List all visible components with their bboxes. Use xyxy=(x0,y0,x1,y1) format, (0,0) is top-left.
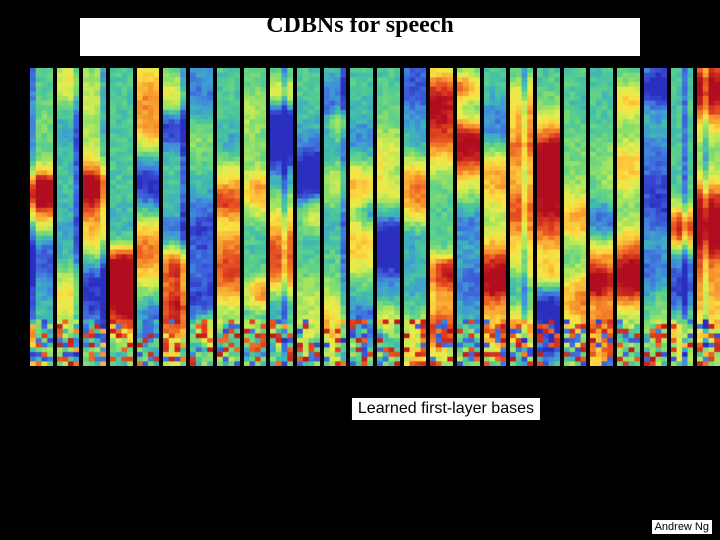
spectrogram-canvas xyxy=(217,68,240,366)
spectrogram-column xyxy=(110,68,133,366)
spectrogram-column xyxy=(244,68,267,366)
spectrogram-canvas xyxy=(404,68,427,366)
spectrogram-canvas xyxy=(190,68,213,366)
spectrogram-canvas xyxy=(510,68,533,366)
spectrogram-canvas xyxy=(430,68,453,366)
spectrogram-column xyxy=(697,68,720,366)
spectrogram-column xyxy=(217,68,240,366)
spectrogram-grid xyxy=(30,68,720,366)
attribution-label: Andrew Ng xyxy=(652,520,712,534)
spectrogram-column xyxy=(297,68,320,366)
spectrogram-canvas xyxy=(244,68,267,366)
spectrogram-canvas xyxy=(671,68,694,366)
spectrogram-canvas xyxy=(297,68,320,366)
spectrogram-canvas xyxy=(590,68,613,366)
spectrogram-canvas xyxy=(30,68,53,366)
spectrogram-column xyxy=(137,68,160,366)
spectrogram-column xyxy=(590,68,613,366)
spectrogram-column xyxy=(324,68,347,366)
spectrogram-canvas xyxy=(457,68,480,366)
spectrogram-column xyxy=(617,68,640,366)
spectrogram-column xyxy=(83,68,106,366)
spectrogram-canvas xyxy=(537,68,560,366)
spectrogram-column xyxy=(671,68,694,366)
spectrogram-column xyxy=(457,68,480,366)
spectrogram-column xyxy=(57,68,80,366)
spectrogram-canvas xyxy=(83,68,106,366)
spectrogram-column xyxy=(404,68,427,366)
spectrogram-column xyxy=(484,68,507,366)
spectrogram-column xyxy=(270,68,293,366)
spectrogram-canvas xyxy=(324,68,347,366)
spectrogram-canvas xyxy=(270,68,293,366)
spectrogram-column xyxy=(537,68,560,366)
spectrogram-canvas xyxy=(110,68,133,366)
spectrogram-canvas xyxy=(644,68,667,366)
slide-root: CDBNs for speech Learned first-layer bas… xyxy=(0,0,720,540)
spectrogram-canvas xyxy=(697,68,720,366)
slide-title: CDBNs for speech xyxy=(266,18,454,38)
title-bar: CDBNs for speech xyxy=(80,18,640,56)
spectrogram-canvas xyxy=(57,68,80,366)
spectrogram-canvas xyxy=(163,68,186,366)
spectrogram-canvas xyxy=(617,68,640,366)
spectrogram-column xyxy=(30,68,53,366)
spectrogram-canvas xyxy=(137,68,160,366)
spectrogram-canvas xyxy=(484,68,507,366)
spectrogram-column xyxy=(564,68,587,366)
spectrogram-column xyxy=(350,68,373,366)
caption-label: Learned first-layer bases xyxy=(352,398,540,420)
spectrogram-canvas xyxy=(377,68,400,366)
spectrogram-column xyxy=(430,68,453,366)
spectrogram-column xyxy=(190,68,213,366)
spectrogram-canvas xyxy=(564,68,587,366)
spectrogram-column xyxy=(510,68,533,366)
spectrogram-column xyxy=(163,68,186,366)
spectrogram-canvas xyxy=(350,68,373,366)
spectrogram-column xyxy=(377,68,400,366)
spectrogram-column xyxy=(644,68,667,366)
